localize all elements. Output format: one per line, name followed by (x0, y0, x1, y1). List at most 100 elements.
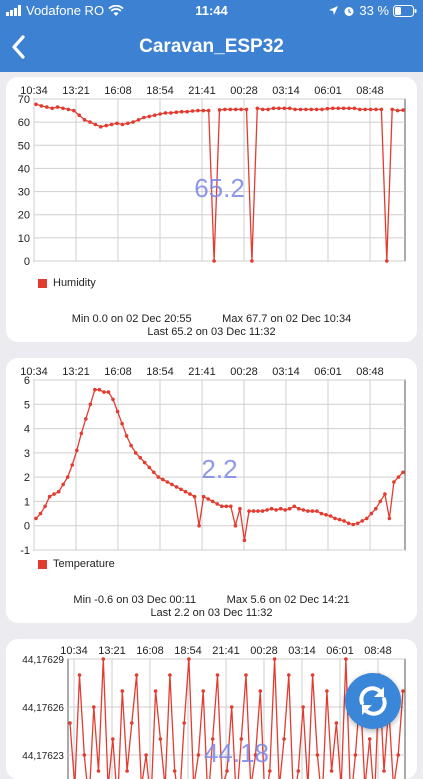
data-point (147, 465, 152, 470)
humidity-legend-swatch (38, 278, 47, 288)
x-tick-label: 10:34 (60, 645, 88, 657)
y-tick-label: 2 (24, 472, 30, 484)
data-point (68, 721, 72, 725)
data-point (383, 492, 387, 496)
x-tick-label: 21:41 (188, 366, 216, 378)
data-point (387, 516, 392, 521)
data-point (158, 112, 162, 116)
data-point (298, 107, 303, 112)
data-point (215, 502, 219, 506)
data-point (395, 108, 400, 113)
data-point (368, 107, 373, 112)
data-point (129, 443, 133, 448)
data-point (301, 508, 306, 512)
data-point (163, 111, 168, 115)
nav-bar: Caravan_ESP32 (0, 22, 423, 72)
data-point (334, 721, 339, 725)
data-point (260, 509, 265, 513)
data-point (212, 259, 216, 263)
data-point (251, 509, 256, 513)
back-chevron-icon[interactable] (8, 32, 30, 62)
data-point (401, 470, 405, 475)
data-point (124, 434, 129, 438)
data-point (185, 109, 189, 114)
data-point (109, 122, 114, 127)
x-tick-label: 13:21 (62, 366, 90, 378)
y-tick-label: 0 (24, 256, 30, 268)
data-point (309, 107, 314, 112)
temperature-card: -1 0 1 2 3 4 5 6 10:34 13:21 16:08 18:54 21:41 00:28 0… (6, 358, 417, 623)
data-point (217, 108, 222, 112)
data-point (228, 107, 233, 112)
status-bar: Vodafone RO 11:44 33 % (0, 0, 423, 22)
data-point (320, 107, 324, 112)
data-point (315, 509, 319, 513)
data-point (390, 107, 395, 112)
data-point (190, 109, 195, 113)
y-tick-label: 6 (24, 375, 30, 387)
data-point (360, 519, 365, 523)
refresh-button[interactable] (345, 673, 401, 729)
temperature-legend-swatch (38, 559, 47, 569)
data-point (88, 120, 92, 124)
signal-icon (6, 5, 21, 16)
data-point (229, 504, 233, 509)
data-point (396, 475, 401, 479)
data-point (297, 506, 301, 511)
data-point (201, 108, 206, 113)
data-point (34, 516, 38, 521)
data-point (39, 104, 44, 108)
data-point (352, 106, 357, 111)
data-point (125, 769, 129, 773)
data-point (301, 705, 305, 709)
data-point (224, 504, 229, 509)
y-tick-label: 0 (24, 521, 30, 533)
y-tick-label: 3 (24, 448, 30, 460)
data-point (319, 511, 324, 516)
value-overlay: 65.2 (194, 173, 245, 203)
humidity-stats-last: Last 65.2 on 03 Dec 11:32 (147, 326, 276, 338)
x-tick-label: 08:48 (356, 85, 384, 97)
temperature-stats-min-max: Min -0.6 on 03 Dec 00:11 Max 5.6 on 02 D… (73, 594, 350, 606)
data-point (156, 475, 161, 479)
data-point (101, 657, 106, 661)
data-point (104, 123, 108, 128)
data-point (92, 705, 96, 709)
carrier-name: Vodafone RO (26, 3, 105, 18)
data-point (269, 506, 274, 511)
x-tick-label: 16:08 (136, 645, 164, 657)
data-point (336, 106, 341, 111)
data-point (392, 480, 396, 484)
data-point (133, 451, 138, 455)
data-point (244, 673, 248, 677)
data-point (347, 106, 351, 111)
data-point (220, 504, 224, 509)
data-point (379, 107, 384, 112)
data-point (55, 105, 60, 109)
data-point (256, 509, 260, 513)
data-point (142, 460, 147, 465)
status-time: 11:44 (195, 3, 228, 18)
data-point (138, 455, 142, 460)
data-point (325, 106, 330, 111)
x-tick-label: 00:28 (250, 645, 278, 657)
data-point (70, 463, 74, 467)
data-point (292, 504, 297, 509)
data-point (304, 107, 308, 112)
data-point (260, 107, 265, 112)
data-point (278, 506, 283, 511)
data-point (266, 107, 270, 112)
data-point (174, 110, 179, 114)
y-tick-label: 50 (18, 140, 30, 152)
y-tick-label: 44,17623 (22, 751, 64, 762)
data-point (93, 387, 97, 392)
data-point (337, 517, 342, 522)
x-tick-label: 00:28 (230, 85, 258, 97)
data-point (50, 106, 54, 111)
data-point (341, 106, 346, 111)
y-tick-label: 1 (24, 496, 30, 508)
data-point (324, 513, 328, 517)
data-point (310, 509, 315, 513)
temperature-chart[interactable]: -1 0 1 2 3 4 5 610:34 13:21 16:08 18:54 21:41 00:28 0… (6, 358, 417, 583)
